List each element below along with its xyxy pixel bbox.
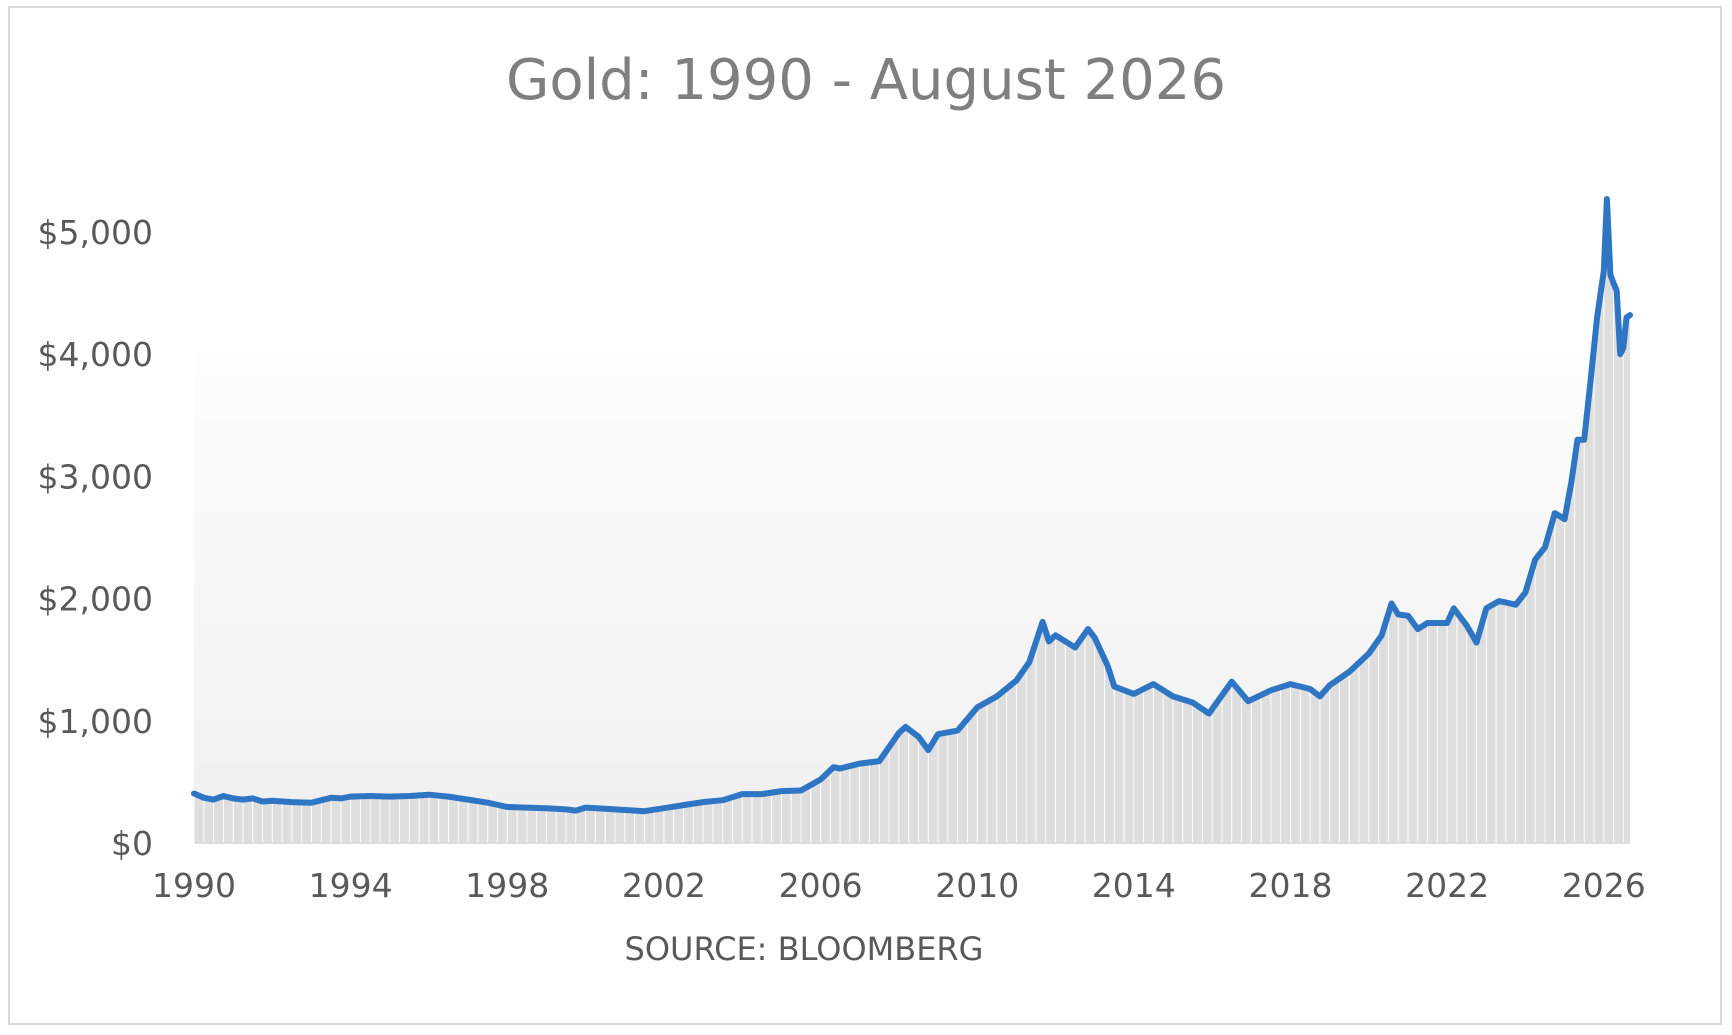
x-tick-label: 1990 [152,866,236,905]
area-layer [193,199,1630,843]
x-tick-label: 2026 [1562,866,1646,905]
y-tick-label: $3,000 [38,457,153,496]
y-tick-label: $0 [111,824,153,863]
x-tick-label: 2010 [935,866,1019,905]
y-tick-label: $5,000 [38,213,153,252]
x-tick-label: 2014 [1092,866,1176,905]
x-tick-label: 1994 [309,866,393,905]
x-tick-label: 2006 [779,866,863,905]
x-tick-label: 2022 [1405,866,1489,905]
series-line-layer [191,196,1633,815]
x-axis: 1990 1994 1998 2002 2006 2010 2014 2018 2022 2026 [152,842,1646,905]
x-tick-label: 1998 [465,866,549,905]
area-column-separators [193,271,1624,843]
gold-price-line [191,196,1633,815]
x-axis-title: SOURCE: BLOOMBERG [625,930,984,968]
y-tick-label: $2,000 [38,580,153,619]
y-tick-label: $4,000 [38,335,153,374]
y-axis: $0 $1,000 $2,000 $3,000 $4,000 $5,000 [38,213,153,863]
chart-title: Gold: 1990 - August 2026 [506,48,1226,113]
x-tick-label: 2002 [622,866,706,905]
y-tick-label: $1,000 [38,702,153,741]
x-tick-label: 2018 [1249,866,1333,905]
